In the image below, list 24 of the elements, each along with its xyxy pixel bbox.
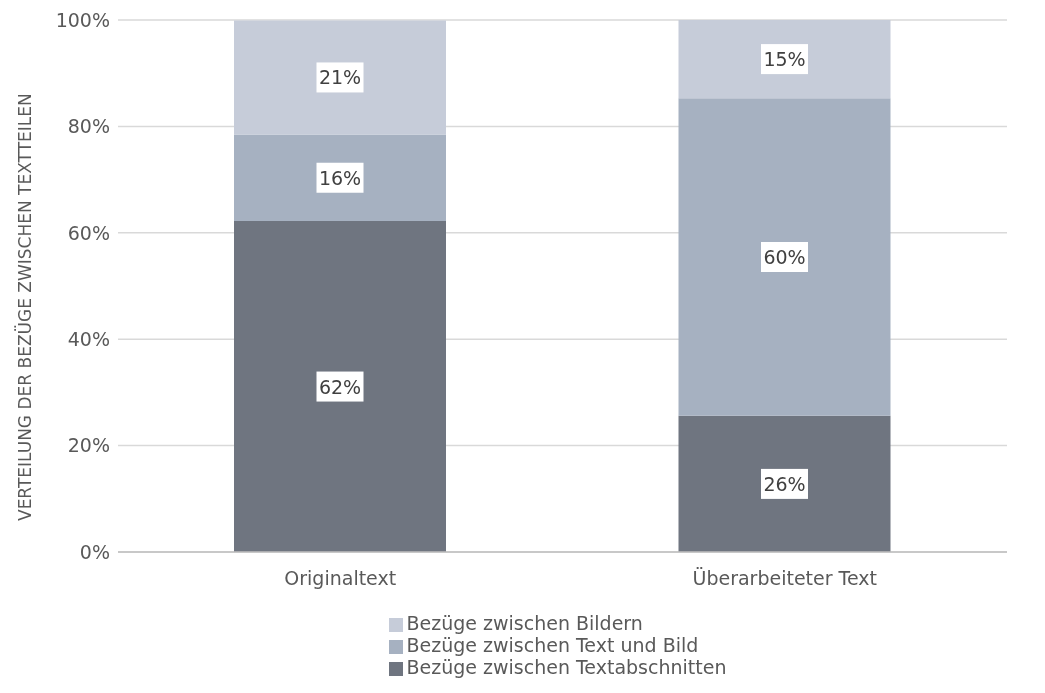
y-axis-title: VERTEILUNG DER BEZÜGE ZWISCHEN TEXTTEILEN (14, 93, 36, 521)
y-tick-label: 40% (67, 327, 110, 350)
data-label: 60% (763, 246, 806, 269)
bar (234, 20, 446, 135)
bar (234, 134, 446, 222)
y-tick-label: 0% (79, 540, 110, 563)
data-label: 62% (318, 375, 362, 398)
y-tick-label: 20% (67, 434, 110, 457)
data-label: 16% (318, 166, 362, 189)
legend-label: Bezüge zwischen Bildern (406, 612, 643, 634)
y-tick-label: 60% (67, 221, 110, 244)
legend-label: Bezüge zwischen Textabschnitten (406, 656, 727, 678)
bar (678, 415, 891, 552)
bar (678, 20, 891, 99)
bar (234, 221, 446, 552)
legend-label: Bezüge zwischen Text und Bild (406, 634, 699, 656)
data-label: 21% (318, 66, 362, 89)
data-label: 26% (763, 472, 806, 495)
x-tick-label: Überarbeiteter Text (692, 567, 878, 590)
data-label: 15% (763, 48, 806, 71)
y-tick-label: 100% (55, 8, 110, 31)
y-tick-label: 80% (67, 115, 110, 138)
bar (678, 98, 891, 416)
x-tick-label: Originaltext (284, 567, 397, 590)
